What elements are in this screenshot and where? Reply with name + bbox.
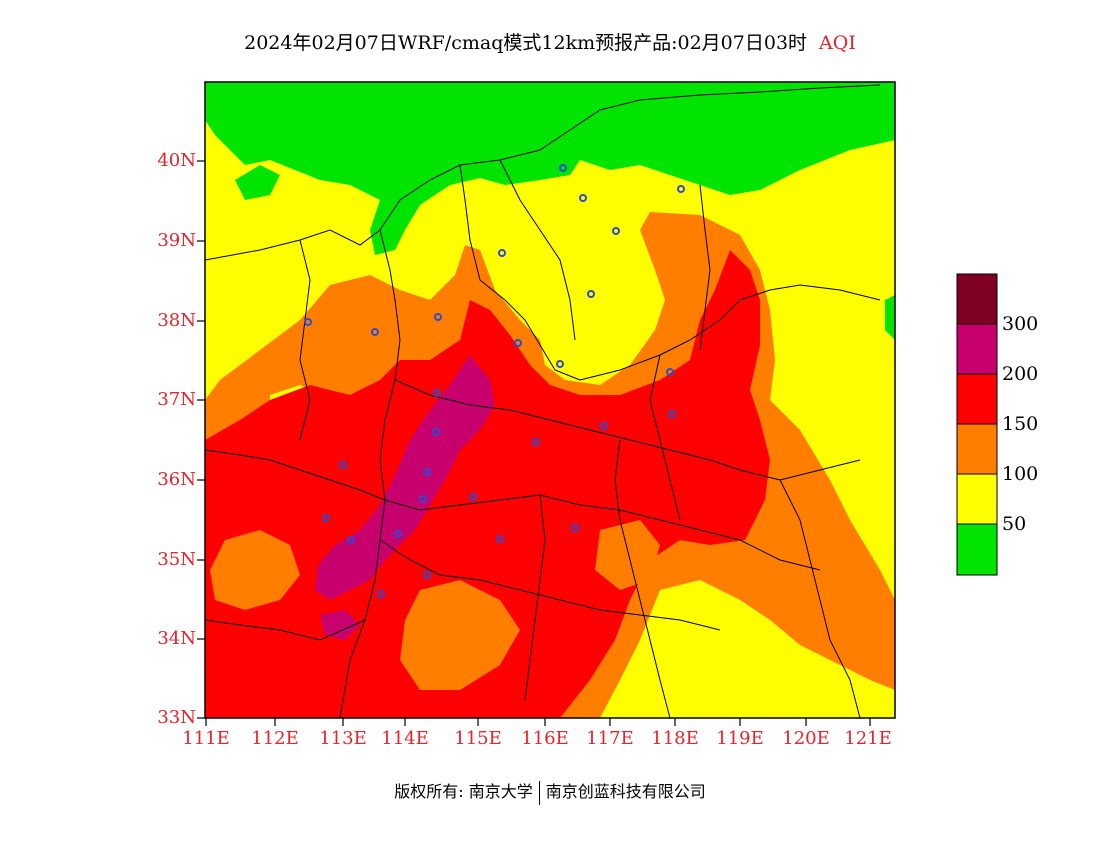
legend-swatch-200-300 xyxy=(956,323,998,375)
lon-label-111e: 111E xyxy=(182,728,230,749)
lon-label-116e: 116E xyxy=(521,728,569,749)
legend-label-200: 200 xyxy=(1002,363,1039,385)
aqi-field xyxy=(205,82,895,718)
lon-label-118e: 118E xyxy=(651,728,699,749)
zone-yellow-southeast xyxy=(600,580,895,718)
lon-label-119e: 119E xyxy=(716,728,764,749)
zone-purple-patch xyxy=(320,610,360,640)
legend-swatch-300plus xyxy=(956,273,998,325)
lat-label-37n: 37N xyxy=(157,389,196,410)
legend-label-100: 100 xyxy=(1002,463,1039,485)
legend-swatch-100-150 xyxy=(956,423,998,475)
lat-label-34n: 34N xyxy=(157,628,196,649)
lon-label-120e: 120E xyxy=(782,728,830,749)
company-text: 南京创蓝科技有限公司 xyxy=(545,782,706,801)
map-title: 2024年02月07日WRF/cmaq模式12km预报产品:02月07日03时 A… xyxy=(0,28,1100,55)
legend-label-50: 50 xyxy=(1002,513,1027,535)
lat-label-35n: 35N xyxy=(157,549,196,570)
copyright-text: 版权所有: 南京大学 xyxy=(394,782,533,801)
zone-green-patch xyxy=(235,165,280,200)
lat-label-38n: 38N xyxy=(157,310,196,331)
legend-swatch-0-50 xyxy=(956,523,998,576)
zone-green-east xyxy=(885,295,895,340)
lon-label-117e: 117E xyxy=(586,728,634,749)
axis-ticks xyxy=(197,160,871,726)
lat-label-36n: 36N xyxy=(157,469,196,490)
zone-purple xyxy=(315,355,495,600)
lat-label-40n: 40N xyxy=(157,150,196,171)
lon-label-114e: 114E xyxy=(381,728,429,749)
zone-orange-inner-west xyxy=(210,530,300,610)
legend-label-150: 150 xyxy=(1002,413,1039,435)
zone-orange-inner-south xyxy=(400,580,520,690)
zone-red xyxy=(205,250,770,718)
province-borders xyxy=(205,84,881,718)
legend-swatch-50-100 xyxy=(956,473,998,525)
lon-label-115e: 115E xyxy=(454,728,502,749)
title-variable: AQI xyxy=(819,32,856,54)
legend-colorbar xyxy=(956,273,998,576)
legend-label-300: 300 xyxy=(1002,313,1039,335)
lon-label-112e: 112E xyxy=(251,728,299,749)
lon-label-113e: 113E xyxy=(319,728,367,749)
copyright-footer: 版权所有: 南京大学 南京创蓝科技有限公司 xyxy=(0,778,1100,805)
lon-label-121e: 121E xyxy=(844,728,892,749)
footer-separator xyxy=(538,780,540,805)
lat-label-39n: 39N xyxy=(157,230,196,251)
title-main: 2024年02月07日WRF/cmaq模式12km预报产品:02月07日03时 xyxy=(244,32,808,54)
legend-swatch-150-200 xyxy=(956,373,998,425)
zone-orange-inner-east xyxy=(595,520,660,590)
monitoring-stations xyxy=(304,164,685,598)
lat-label-33n: 33N xyxy=(157,707,196,728)
zone-green-north xyxy=(205,82,895,255)
